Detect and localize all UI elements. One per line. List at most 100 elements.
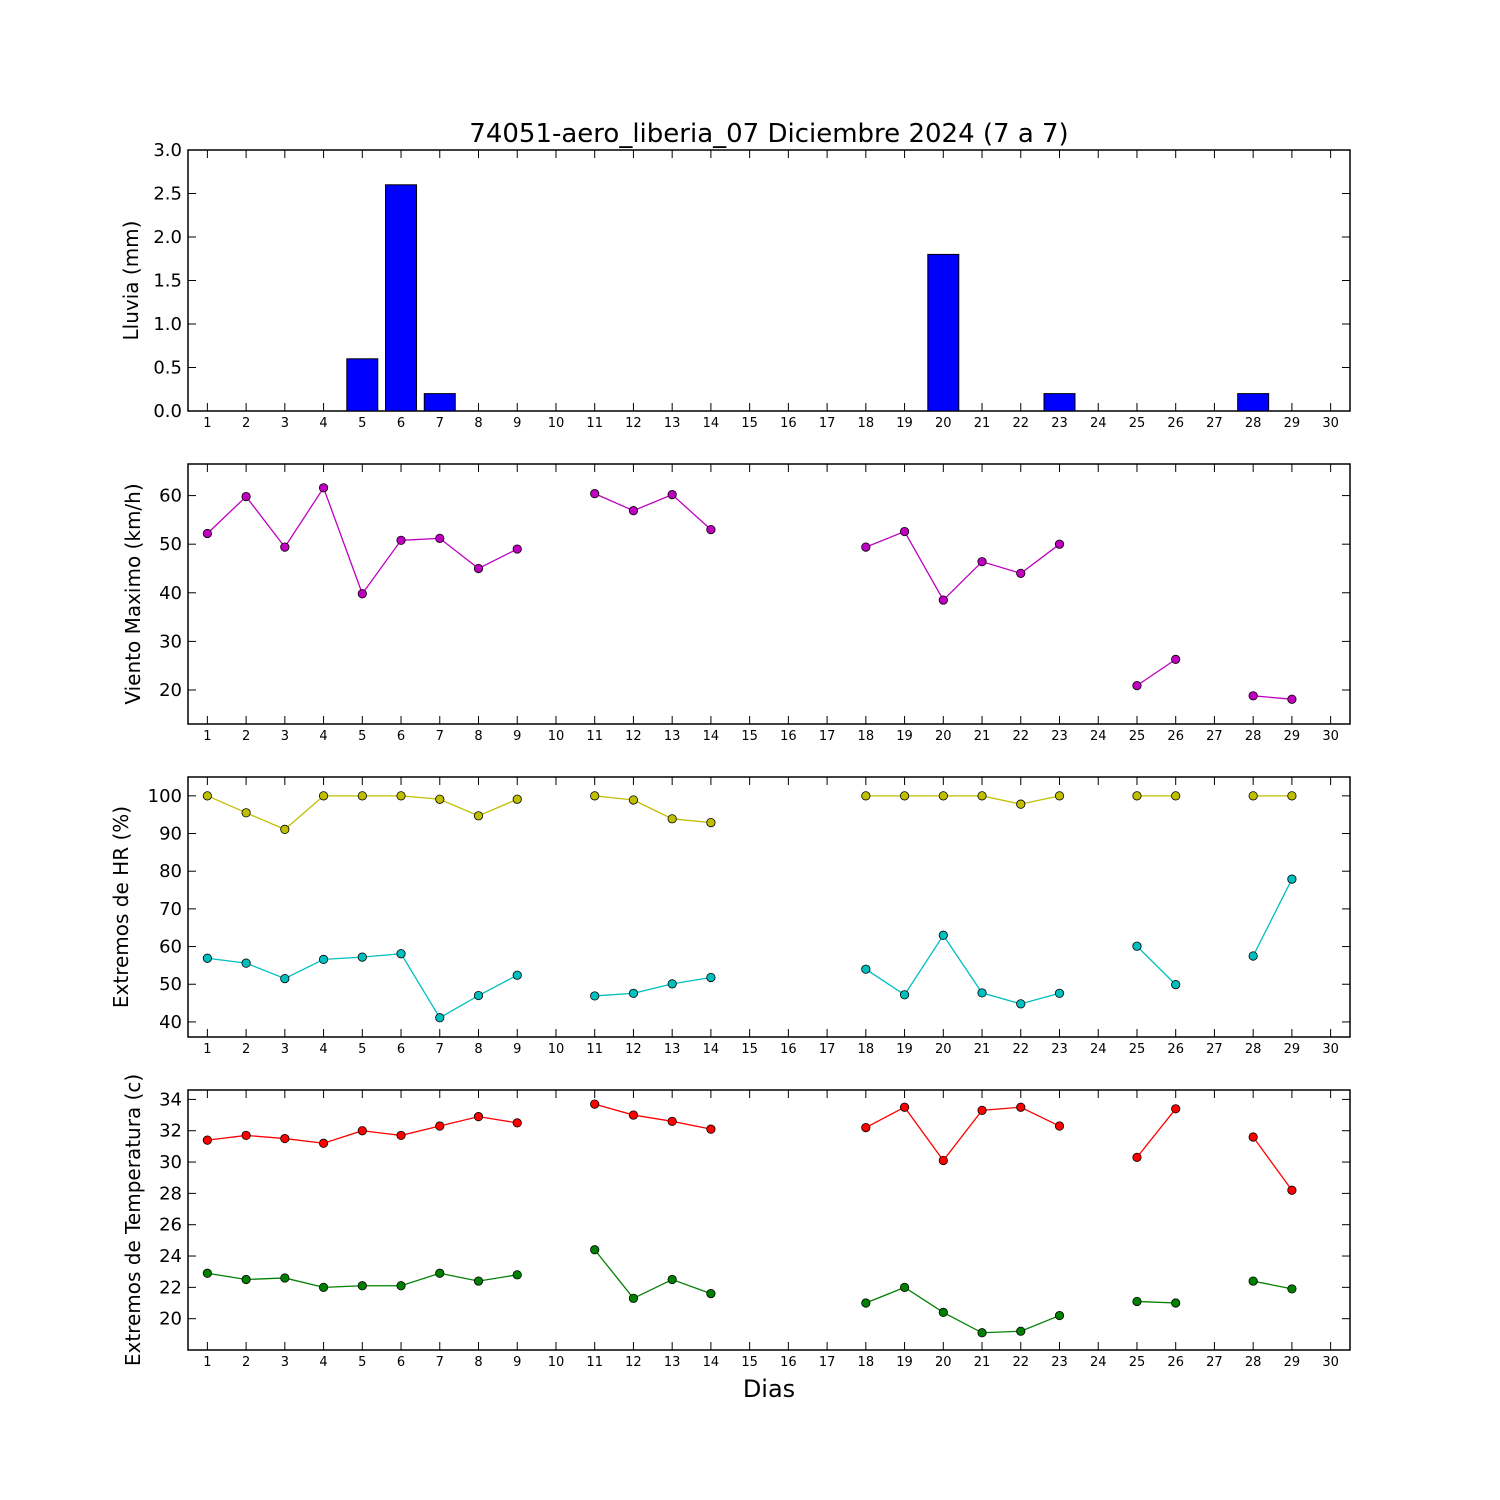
- data-point: [938, 930, 948, 940]
- series-line: [865, 1286, 1060, 1334]
- x-tick-label: 5: [358, 729, 366, 744]
- data-point: [1054, 539, 1065, 549]
- series-line: [865, 1106, 1060, 1162]
- data-point: [667, 814, 677, 824]
- x-tick-label: 21: [974, 416, 991, 431]
- y-tick-label: 90: [159, 824, 182, 845]
- data-point: [396, 1281, 406, 1291]
- data-point: [435, 1121, 445, 1131]
- data-point: [241, 491, 251, 502]
- data-point: [1171, 980, 1181, 990]
- y-tick-label: 40: [159, 583, 182, 604]
- x-tick-label: 18: [858, 1042, 875, 1057]
- bar: [423, 393, 456, 412]
- y-tick-label: 24: [159, 1246, 182, 1267]
- x-tick-label: 24: [1090, 1355, 1107, 1370]
- x-tick-label: 27: [1206, 1042, 1223, 1057]
- x-tick-label: 23: [1051, 416, 1068, 431]
- data-point: [241, 1274, 251, 1285]
- x-tick-label: 29: [1284, 416, 1301, 431]
- data-point: [1016, 1326, 1026, 1336]
- data-point: [861, 1122, 871, 1133]
- x-tick-label: 8: [474, 1355, 482, 1370]
- x-tick-label: 23: [1051, 1042, 1068, 1057]
- x-tick-label: 9: [513, 416, 521, 431]
- x-tick-label: 29: [1284, 729, 1301, 744]
- data-point: [1248, 1276, 1258, 1286]
- x-tick-label: 25: [1129, 729, 1146, 744]
- x-tick-label: 10: [548, 729, 565, 744]
- x-tick-label: 10: [548, 1355, 565, 1370]
- x-tick-label: 16: [780, 416, 797, 431]
- data-point: [357, 589, 367, 599]
- data-point: [1248, 791, 1258, 801]
- x-tick-label: 20: [935, 1355, 952, 1370]
- x-tick-label: 24: [1090, 416, 1107, 431]
- data-point: [435, 533, 445, 543]
- x-tick-label: 11: [586, 729, 603, 744]
- x-tick-label: 5: [358, 1355, 366, 1370]
- data-point: [1016, 568, 1026, 578]
- y-tick-label: 3.0: [153, 140, 182, 161]
- data-point: [512, 1270, 522, 1280]
- x-tick-label: 14: [703, 416, 720, 431]
- data-point: [396, 791, 406, 801]
- data-point: [357, 1126, 367, 1136]
- bar: [927, 253, 960, 412]
- series-line: [594, 1249, 712, 1300]
- x-tick-label: 14: [703, 1355, 720, 1370]
- data-point: [241, 808, 251, 818]
- data-point: [628, 1293, 639, 1303]
- x-tick-label: 10: [548, 416, 565, 431]
- y-tick-label: 20: [159, 680, 182, 701]
- series-line: [1136, 945, 1177, 986]
- data-point: [473, 563, 484, 574]
- data-point: [318, 954, 329, 964]
- x-tick-label: 2: [242, 729, 250, 744]
- x-tick-label: 8: [474, 416, 482, 431]
- data-point: [1171, 791, 1181, 801]
- x-tick-label: 24: [1090, 729, 1107, 744]
- y-axis-label: Extremos de HR (%): [109, 806, 133, 1008]
- x-tick-label: 21: [974, 729, 991, 744]
- x-tick-label: 2: [242, 1042, 250, 1057]
- x-tick-label: 16: [780, 1355, 797, 1370]
- x-tick-label: 21: [974, 1042, 991, 1057]
- x-tick-label: 3: [281, 1042, 289, 1057]
- series-line: [594, 795, 711, 824]
- x-tick-label: 4: [319, 416, 327, 431]
- x-tick-label: 8: [474, 1042, 482, 1057]
- y-tick-label: 40: [159, 1012, 182, 1033]
- data-point: [202, 1268, 212, 1278]
- data-point: [202, 953, 212, 963]
- data-point: [667, 1274, 677, 1285]
- data-point: [1016, 1102, 1026, 1112]
- data-point: [977, 1328, 987, 1338]
- x-tick-label: 22: [1012, 1355, 1029, 1370]
- x-tick-label: 19: [896, 416, 913, 431]
- data-point: [280, 1273, 290, 1283]
- data-point: [667, 979, 677, 989]
- data-point: [706, 972, 716, 983]
- x-tick-label: 2: [242, 1355, 250, 1370]
- data-point: [899, 990, 910, 1000]
- x-tick-label: 20: [935, 1042, 952, 1057]
- x-tick-label: 9: [513, 1355, 521, 1370]
- x-tick-label: 29: [1284, 1355, 1301, 1370]
- series-line: [865, 795, 1060, 805]
- figure-title: 74051-aero_liberia_07 Diciembre 2024 (7 …: [469, 119, 1068, 149]
- data-point: [1132, 681, 1142, 691]
- y-tick-label: 30: [159, 631, 182, 652]
- x-tick-label: 25: [1129, 1355, 1146, 1370]
- series-line: [865, 934, 1060, 1005]
- data-point: [628, 506, 639, 516]
- x-tick-label: 12: [625, 729, 642, 744]
- x-tick-label: 15: [741, 1042, 758, 1057]
- x-tick-label: 6: [397, 729, 405, 744]
- x-tick-label: 20: [935, 416, 952, 431]
- series-line: [1252, 1136, 1293, 1191]
